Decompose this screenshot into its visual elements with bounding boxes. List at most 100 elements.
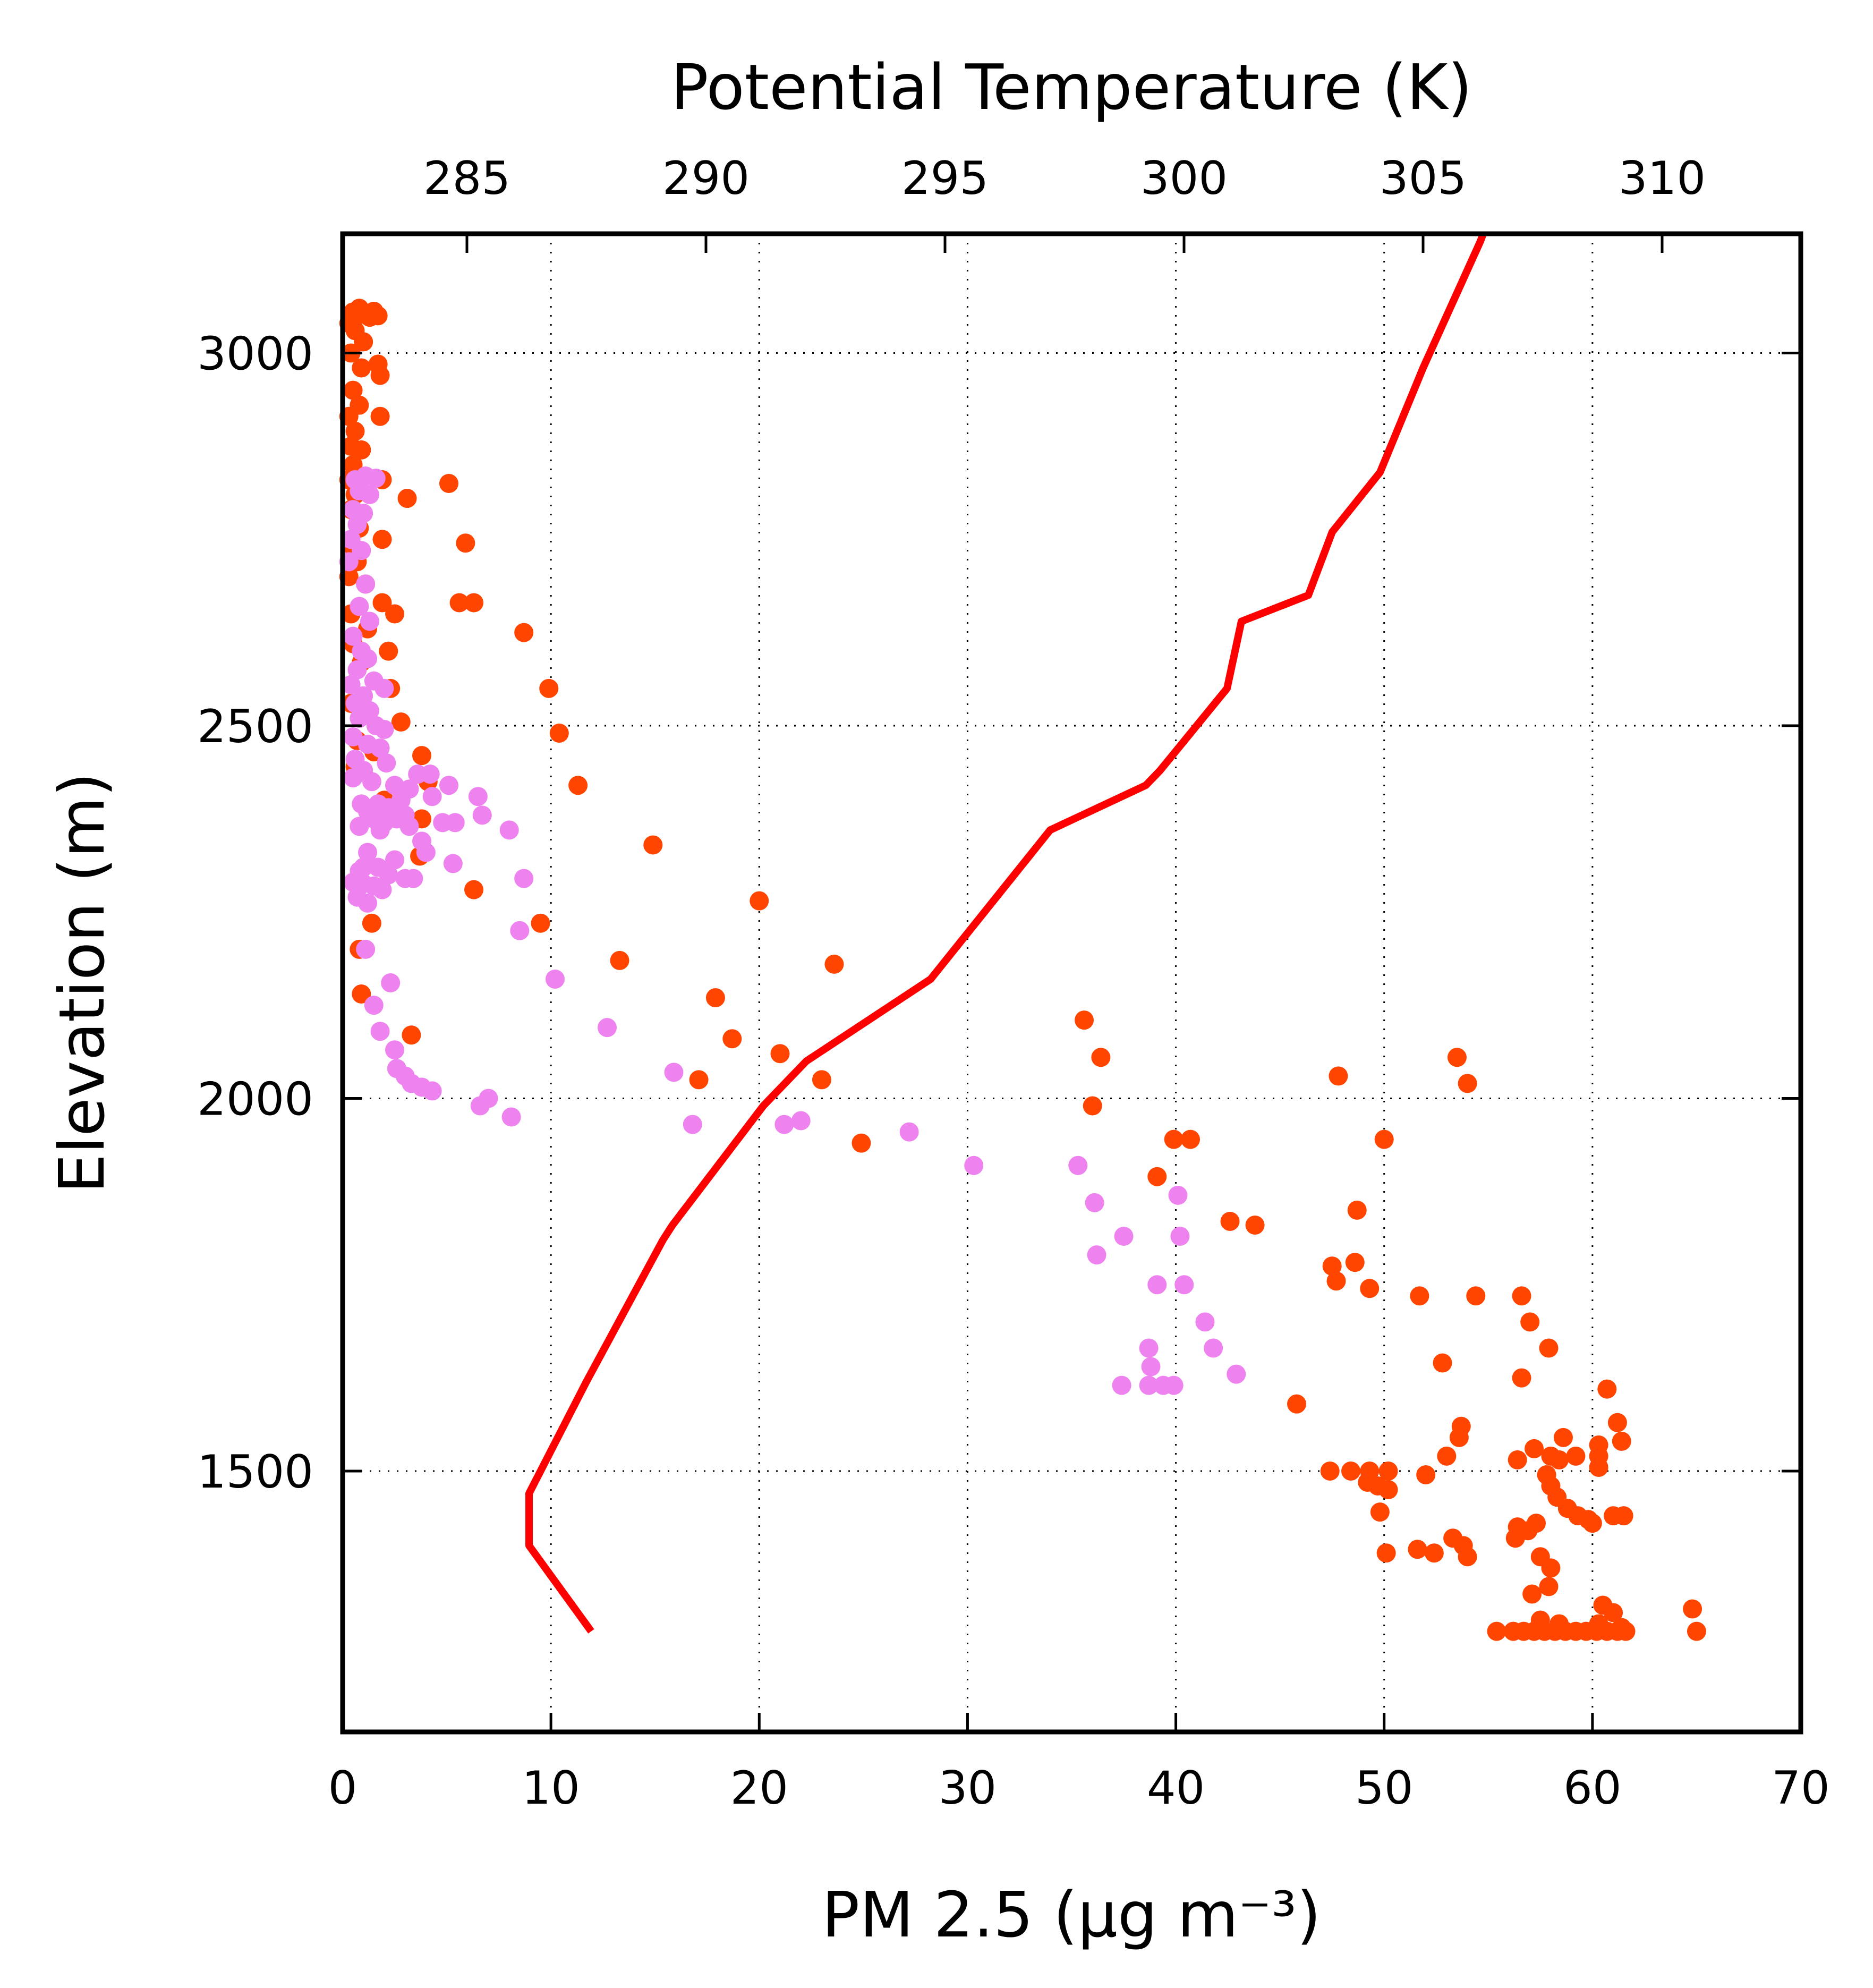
- data-point: [1520, 1312, 1540, 1332]
- data-point: [399, 817, 419, 836]
- data-point: [1164, 1375, 1184, 1395]
- x-tick-label: 10: [522, 1762, 580, 1815]
- y-tick-label: 2000: [197, 1073, 313, 1126]
- tick-labels: 0 10 20 30 40 50 60 70 285 290 295 300 305 310 1500 200…: [197, 152, 1830, 1815]
- data-point: [1174, 1275, 1194, 1295]
- data-point: [1376, 1543, 1396, 1563]
- data-point: [1408, 1540, 1427, 1559]
- data-point: [385, 850, 405, 870]
- data-point: [1287, 1394, 1307, 1414]
- data-point: [514, 869, 534, 888]
- data-point: [1487, 1621, 1506, 1641]
- data-point: [1566, 1446, 1586, 1466]
- data-point: [358, 893, 378, 913]
- data-point: [598, 1018, 617, 1038]
- data-point: [1589, 1457, 1608, 1477]
- data-point: [643, 835, 663, 855]
- x2-tick-label: 290: [662, 152, 750, 205]
- data-point: [964, 1156, 984, 1175]
- data-point: [370, 366, 390, 385]
- data-point: [443, 854, 463, 873]
- data-point: [1326, 1271, 1346, 1291]
- data-point: [1083, 1096, 1102, 1116]
- data-point: [1582, 1514, 1602, 1533]
- data-point: [370, 1022, 390, 1041]
- data-point: [1114, 1227, 1134, 1246]
- data-point: [791, 1111, 811, 1131]
- data-point: [1612, 1618, 1631, 1637]
- data-point: [1322, 1256, 1342, 1276]
- data-point: [381, 973, 401, 992]
- data-point: [1227, 1364, 1246, 1384]
- data-point: [1525, 1439, 1544, 1458]
- data-point: [683, 1115, 702, 1134]
- data-point: [1512, 1286, 1531, 1306]
- data-point: [352, 541, 371, 560]
- data-point: [464, 880, 484, 899]
- data-point: [1204, 1338, 1223, 1358]
- data-point: [347, 660, 367, 679]
- data-point: [1341, 1461, 1360, 1481]
- data-point: [1245, 1215, 1265, 1235]
- data-point: [456, 533, 475, 553]
- data-point: [362, 772, 381, 792]
- data-point: [1410, 1286, 1429, 1306]
- data-point: [1181, 1129, 1201, 1149]
- data-point: [445, 813, 465, 832]
- data-point: [1347, 1200, 1367, 1220]
- data-point: [1597, 1379, 1617, 1399]
- data-point: [350, 708, 369, 728]
- data-point: [568, 776, 588, 795]
- data-point: [1085, 1193, 1104, 1212]
- data-point: [385, 604, 405, 624]
- data-point: [391, 712, 411, 732]
- x2-tick-label: 295: [901, 152, 989, 205]
- data-point: [377, 753, 396, 773]
- data-point: [343, 626, 363, 646]
- data-point: [420, 764, 440, 784]
- data-point: [1195, 1312, 1215, 1332]
- data-point: [1522, 1584, 1542, 1604]
- data-point: [1068, 1156, 1088, 1175]
- data-point: [343, 380, 363, 400]
- data-point: [1075, 1010, 1094, 1030]
- data-point: [1508, 1450, 1527, 1469]
- data-point: [374, 678, 394, 698]
- data-point: [510, 921, 530, 940]
- data-point: [422, 787, 442, 806]
- data-point: [1320, 1461, 1340, 1481]
- data-point: [347, 515, 367, 534]
- x-tick-label: 0: [328, 1762, 357, 1815]
- data-point: [360, 611, 379, 631]
- potential-temperature-line: [525, 234, 1487, 1634]
- data-point: [1530, 1610, 1550, 1630]
- data-point: [1139, 1375, 1159, 1395]
- data-point: [352, 984, 371, 1004]
- data-point: [1433, 1353, 1452, 1373]
- data-point: [899, 1122, 919, 1142]
- data-point: [439, 474, 458, 493]
- data-point: [1539, 1577, 1559, 1596]
- x-tick-label: 60: [1563, 1762, 1621, 1815]
- data-point: [664, 1063, 684, 1082]
- x2-tick-label: 300: [1140, 152, 1228, 205]
- data-point: [356, 939, 376, 959]
- data-point: [1112, 1375, 1131, 1395]
- data-point: [449, 593, 469, 613]
- data-point: [385, 1040, 405, 1060]
- data-point: [372, 530, 392, 549]
- data-point: [379, 641, 398, 661]
- x-tick-label: 20: [730, 1762, 788, 1815]
- y-axis-title: Elevation (m): [45, 772, 118, 1194]
- data-point: [397, 489, 417, 508]
- data-point: [372, 880, 392, 899]
- data-point: [345, 421, 365, 441]
- x-tick-label: 50: [1355, 1762, 1413, 1815]
- data-point: [1147, 1167, 1167, 1186]
- data-point: [1458, 1074, 1477, 1093]
- x2-tick-label: 305: [1380, 152, 1467, 205]
- data-point: [1139, 1338, 1159, 1358]
- data-point: [402, 1025, 421, 1045]
- data-point: [1416, 1465, 1436, 1484]
